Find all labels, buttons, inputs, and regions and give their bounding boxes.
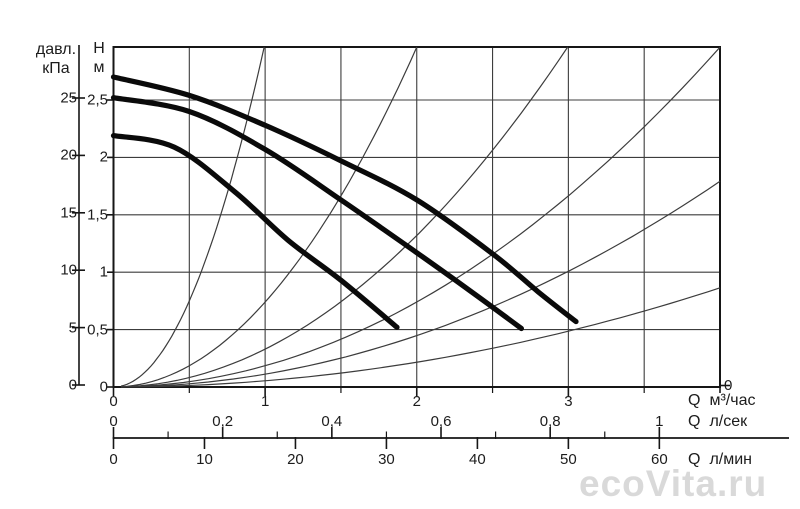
kpa-tick-label: 25 [60, 89, 77, 107]
q-symbol-ls: Q [688, 413, 701, 430]
head-axis-title-line2: м [93, 59, 105, 76]
flow-ls-tick-label: 0 [109, 413, 118, 430]
head-axis-title-line1: H [93, 40, 105, 57]
unit-flow-m3h: Q м³/час [688, 392, 755, 410]
system-curve-4 [121, 46, 721, 388]
head-tick-label: 0,5 [87, 321, 108, 339]
head-tick-label: 2,5 [87, 91, 108, 109]
flow-lmin-tick-label: 30 [378, 451, 395, 468]
system-curve-6 [121, 287, 721, 388]
head-axis-title: H м [90, 39, 108, 77]
system-curve-1 [120, 46, 265, 387]
flow-ls-tick-label: 1 [655, 413, 664, 430]
flow-ls-tick-label: 0,8 [539, 413, 561, 430]
unit-text-lmin: л/мин [709, 451, 753, 468]
flow-ls-tick-label: 0,4 [321, 413, 343, 430]
flow-lmin-tick-label: 50 [560, 451, 577, 468]
kpa-tick-label: 15 [60, 204, 77, 222]
pressure-axis-title-line1: давл. [35, 41, 77, 58]
unit-text-m3h: м³/час [709, 392, 756, 409]
flow-lmin-tick-label: 20 [287, 451, 304, 468]
flow-lmin-tick-label: 60 [651, 451, 668, 468]
system-curve-3 [121, 46, 569, 388]
flow-lmin-tick-label: 10 [196, 451, 213, 468]
x-axis-end-zero-label: 0 [724, 377, 733, 394]
pressure-axis-title-line2: кПа [42, 60, 70, 77]
flow-ls-tick-label: 0,2 [212, 413, 234, 430]
pump-curve-speed-1 [110, 133, 400, 330]
pump-curve-speed-3 [110, 74, 579, 325]
flow-m3h-tick-label: 2 [412, 393, 421, 410]
kpa-tick-label: 0 [68, 376, 77, 394]
flow-lmin-tick-label: 40 [469, 451, 486, 468]
q-symbol-lmin: Q [688, 451, 701, 468]
flow-m3h-tick-label: 3 [564, 393, 573, 410]
kpa-tick-label: 20 [60, 146, 77, 164]
flow-m3h-tick-label: 0 [109, 393, 118, 410]
head-tick-label: 1,5 [87, 206, 108, 224]
unit-flow-ls: Q л/сек [688, 413, 747, 431]
flow-m3h-tick-label: 1 [260, 393, 270, 410]
system-curve-5 [121, 180, 721, 388]
flow-ls-tick-label: 0,6 [430, 413, 452, 430]
q-symbol-m3h: Q [688, 392, 701, 409]
unit-text-ls: л/сек [709, 413, 748, 430]
watermark-ecovita: ecoVita.ru [579, 463, 768, 504]
kpa-tick-label: 10 [60, 261, 77, 279]
head-tick-label: 0 [99, 378, 108, 396]
pressure-axis-title: давл. кПа [33, 40, 79, 78]
head-tick-label: 1 [99, 263, 108, 281]
head-tick-label: 2 [99, 148, 108, 166]
unit-flow-lmin: Q л/мин [688, 451, 752, 469]
pump-curve-speed-2 [110, 95, 524, 332]
system-curve-2 [121, 46, 418, 388]
kpa-tick-label: 5 [68, 319, 77, 337]
flow-lmin-tick-label: 0 [109, 451, 118, 468]
